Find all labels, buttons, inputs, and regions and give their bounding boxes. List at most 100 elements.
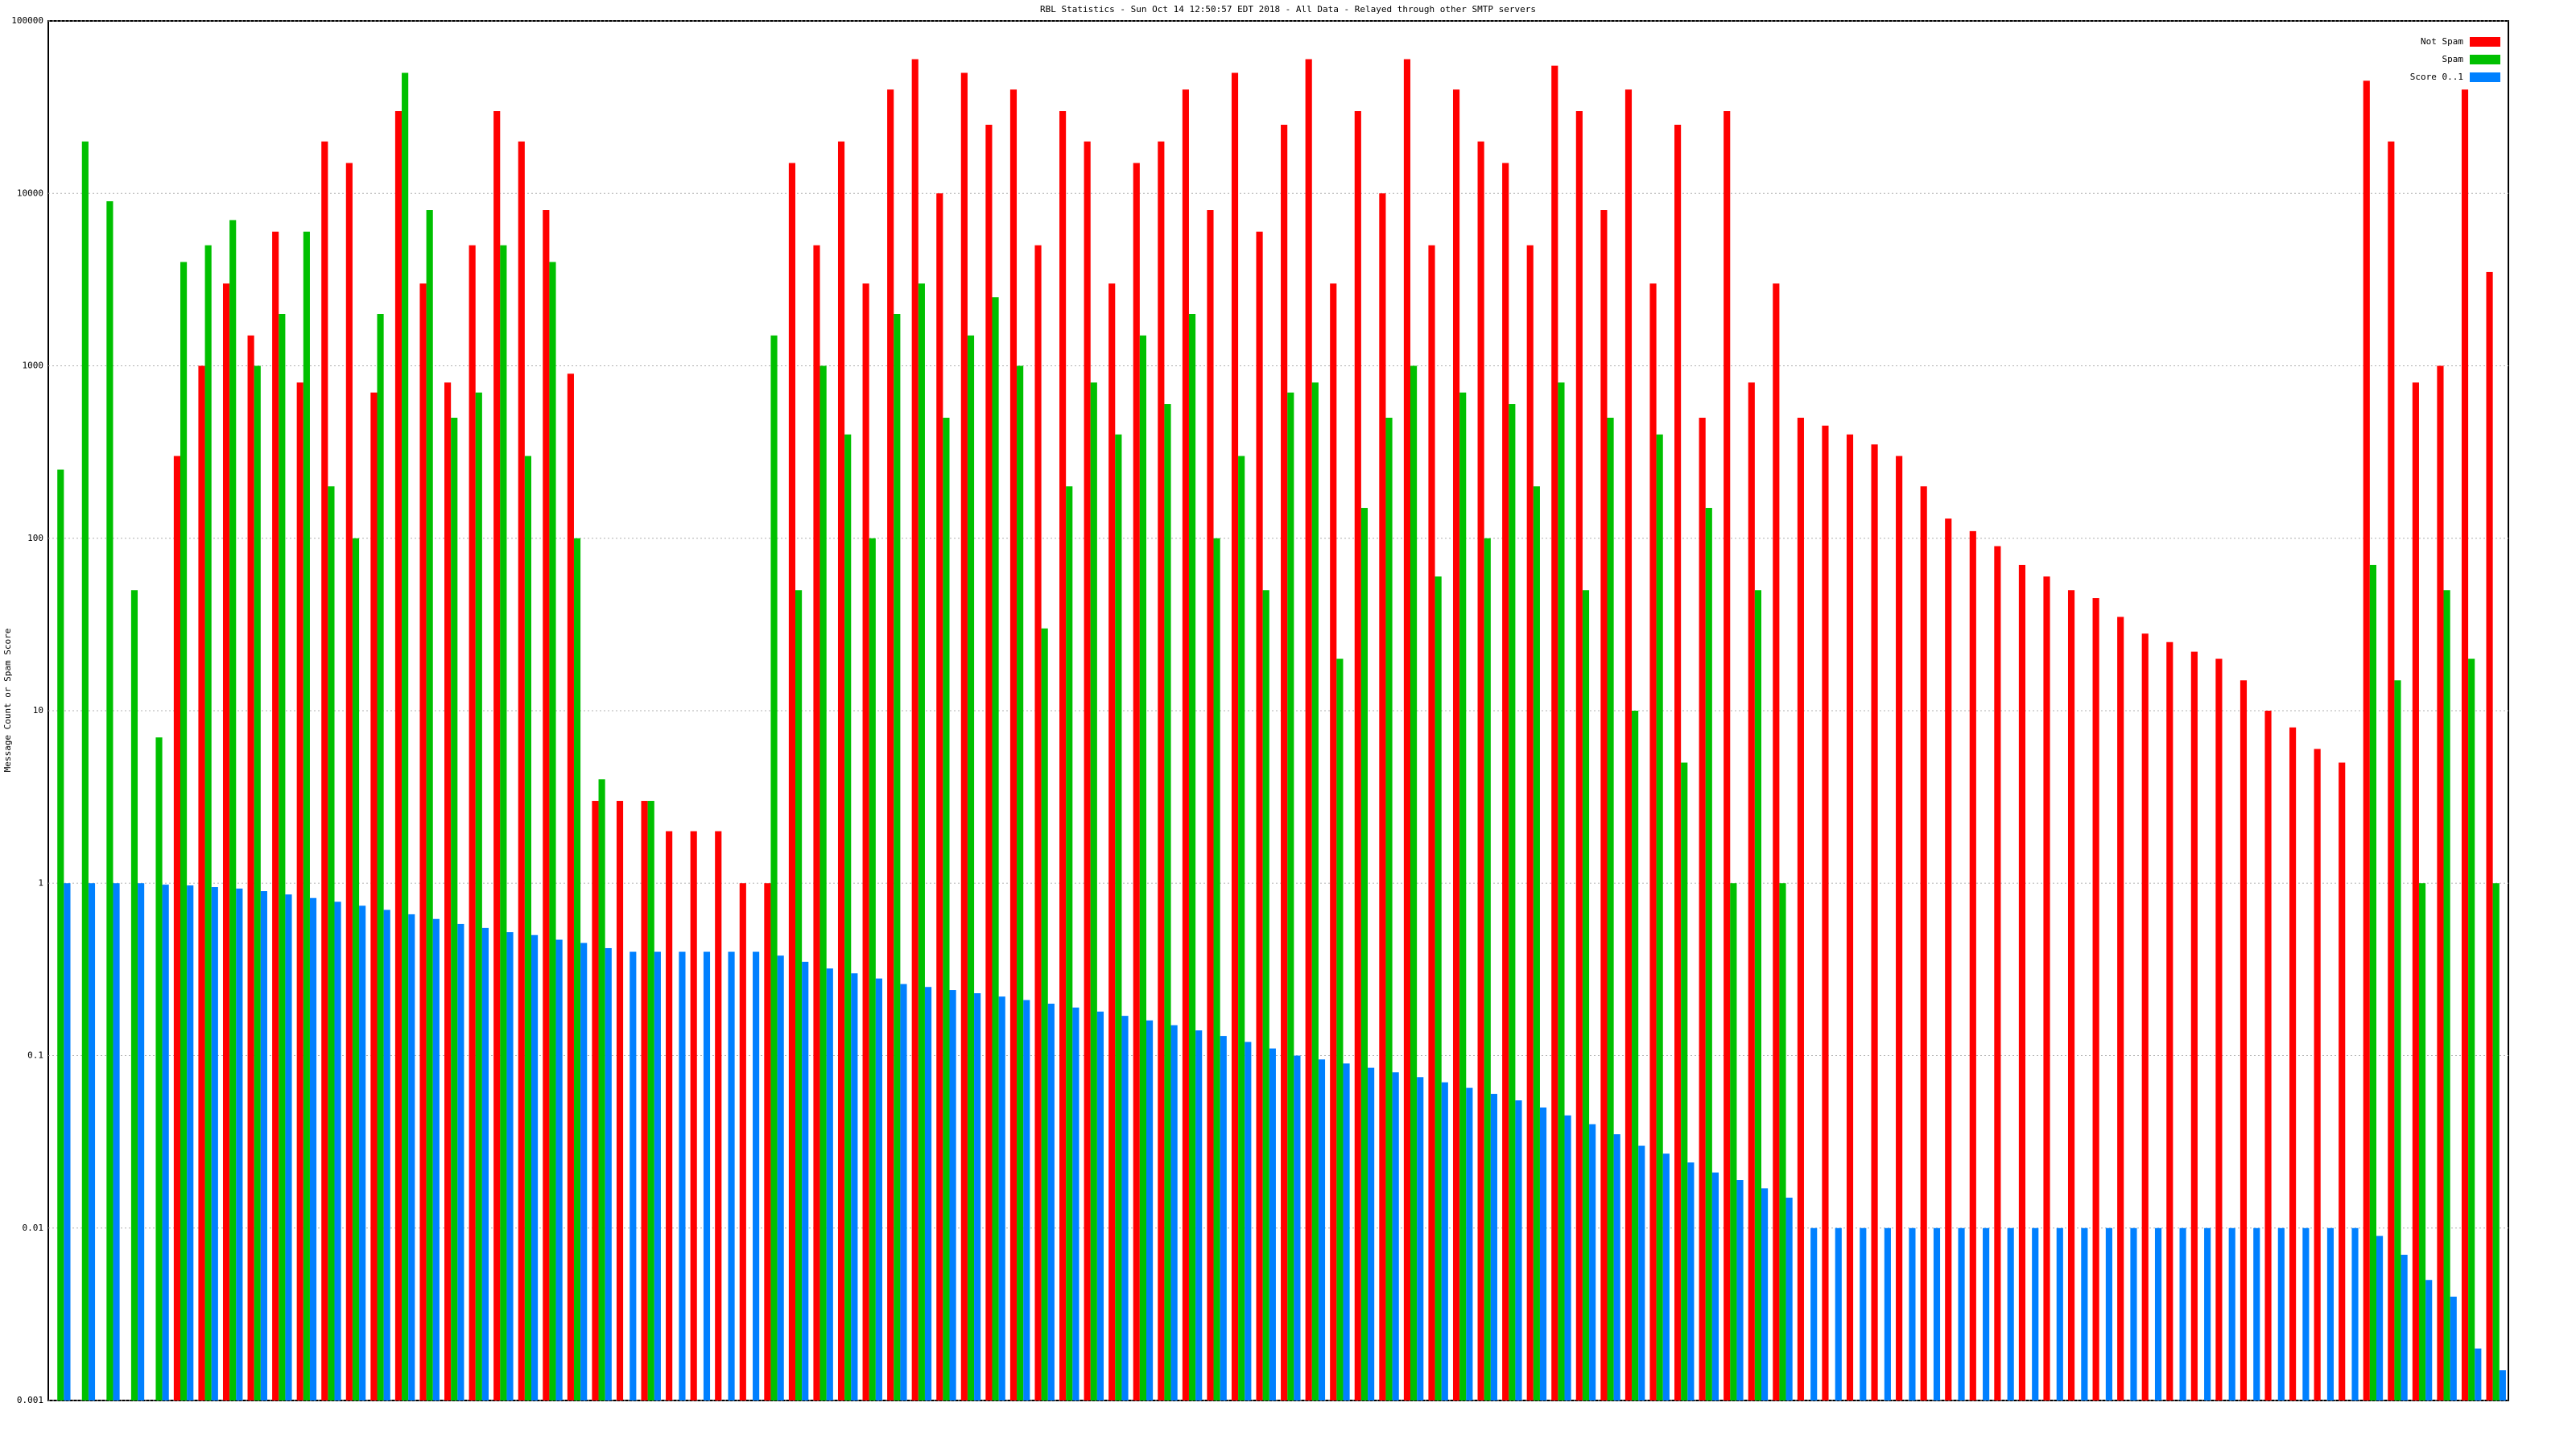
bar xyxy=(894,314,901,1400)
bar xyxy=(1730,883,1737,1400)
bar xyxy=(1441,1082,1448,1400)
bar xyxy=(1354,111,1361,1401)
bar xyxy=(2130,1227,2137,1400)
bar xyxy=(2105,1227,2112,1400)
bar xyxy=(1933,1227,1941,1400)
bar xyxy=(1632,711,1639,1400)
bar xyxy=(1195,1030,1203,1400)
bar xyxy=(764,883,771,1400)
bar xyxy=(444,382,452,1401)
bar xyxy=(1589,1124,1596,1400)
bar xyxy=(1724,111,1731,1401)
bar xyxy=(1624,89,1633,1400)
bar xyxy=(1909,1227,1916,1400)
bar xyxy=(1435,576,1442,1400)
bar xyxy=(1452,89,1460,1400)
bar xyxy=(138,883,145,1400)
bar xyxy=(2499,1370,2506,1400)
bar xyxy=(960,72,968,1400)
bar xyxy=(130,590,138,1400)
bar xyxy=(2450,1297,2457,1400)
bar xyxy=(247,335,254,1400)
bar xyxy=(1269,1048,1276,1400)
bar xyxy=(1403,59,1411,1400)
bar xyxy=(1515,1100,1522,1400)
bar xyxy=(475,392,482,1400)
bar xyxy=(1994,546,2001,1401)
bar xyxy=(419,283,427,1401)
bar xyxy=(1705,508,1712,1400)
bar xyxy=(1066,486,1073,1400)
bar xyxy=(2401,1254,2408,1400)
bar xyxy=(887,89,894,1400)
bar xyxy=(1207,210,1214,1401)
bar xyxy=(1564,1115,1571,1400)
bar xyxy=(728,951,735,1400)
bar xyxy=(1231,72,1239,1400)
bar xyxy=(296,382,303,1401)
bar xyxy=(1551,65,1558,1400)
bar xyxy=(457,923,464,1400)
bar xyxy=(1096,1011,1104,1400)
bar xyxy=(1484,538,1491,1400)
bar xyxy=(377,314,384,1400)
chart-title: RBL Statistics - Sun Oct 14 12:50:57 EDT… xyxy=(1040,4,1536,14)
bar xyxy=(162,885,169,1400)
bar xyxy=(647,801,654,1400)
bar xyxy=(2018,564,2026,1400)
bar xyxy=(844,434,852,1400)
y-tick-label: 0.1 xyxy=(27,1050,43,1061)
bar xyxy=(573,538,581,1400)
bar xyxy=(2475,1348,2482,1400)
bar xyxy=(2166,641,2174,1400)
bar xyxy=(555,939,563,1400)
bar xyxy=(1108,283,1116,1401)
bar xyxy=(1835,1227,1842,1400)
bar xyxy=(777,955,784,1400)
legend-swatch xyxy=(2470,37,2500,47)
bar xyxy=(1041,628,1048,1400)
bar xyxy=(2092,598,2099,1400)
bar xyxy=(530,934,539,1400)
legend-swatch xyxy=(2470,55,2500,64)
bar xyxy=(1164,404,1171,1400)
bar xyxy=(2277,1227,2285,1400)
bar xyxy=(1318,1059,1326,1400)
bar xyxy=(869,538,876,1400)
bar xyxy=(2437,365,2444,1400)
bar xyxy=(1638,1145,1645,1400)
bar xyxy=(106,201,114,1400)
bar xyxy=(580,943,588,1400)
bar xyxy=(1969,530,1976,1400)
bar xyxy=(2486,271,2493,1401)
bar xyxy=(1575,111,1583,1401)
bar xyxy=(2418,883,2426,1400)
bar xyxy=(1385,417,1393,1401)
bar xyxy=(2412,382,2419,1401)
bar xyxy=(451,417,458,1401)
bar xyxy=(303,231,310,1400)
bar xyxy=(1945,518,1952,1400)
bar xyxy=(1711,1172,1719,1400)
bar xyxy=(222,283,230,1401)
bar xyxy=(1920,486,1927,1400)
y-tick-label: 10 xyxy=(33,705,43,716)
bar xyxy=(654,951,661,1400)
bar xyxy=(1810,1227,1818,1400)
bar xyxy=(518,141,525,1401)
y-tick-label: 100 xyxy=(27,533,43,543)
bar xyxy=(1410,365,1418,1400)
bar xyxy=(795,590,803,1400)
bar xyxy=(2067,590,2075,1400)
bar xyxy=(1681,762,1688,1400)
bar xyxy=(1582,590,1590,1400)
bar xyxy=(1182,89,1189,1400)
bar xyxy=(426,210,433,1401)
bar xyxy=(1748,382,1755,1401)
bar xyxy=(1539,1107,1547,1400)
bar xyxy=(1368,1067,1375,1400)
bar xyxy=(1600,210,1608,1401)
bar xyxy=(918,283,925,1401)
bar xyxy=(57,469,64,1400)
